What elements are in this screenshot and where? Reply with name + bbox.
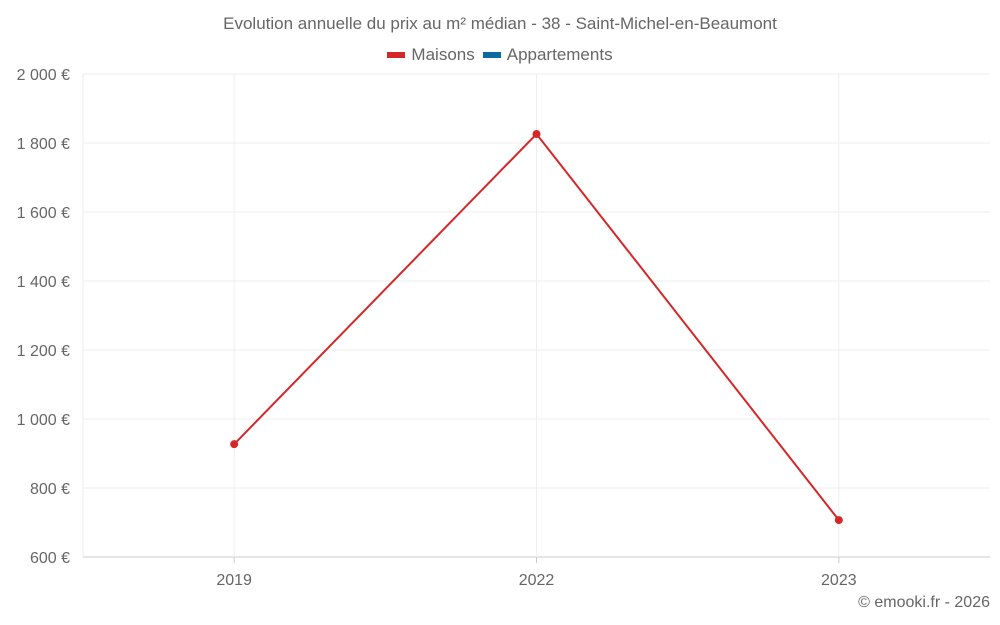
legend: Maisons Appartements [0, 45, 1000, 65]
y-tick-label: 2 000 € [17, 67, 70, 84]
y-tick-label: 1 200 € [17, 343, 70, 360]
y-tick-label: 800 € [30, 481, 70, 498]
legend-item-appartements[interactable]: Appartements [482, 45, 613, 65]
y-tick-label: 1 400 € [17, 274, 70, 291]
chart-title: Evolution annuelle du prix au m² médian … [223, 14, 777, 33]
legend-item-maisons[interactable]: Maisons [387, 45, 475, 65]
data-point [532, 130, 541, 139]
legend-label: Appartements [506, 45, 613, 64]
legend-label: Maisons [411, 45, 475, 64]
legend-swatch-maisons [387, 52, 406, 58]
y-tick-label: 1 800 € [17, 136, 70, 153]
x-tick-label: 2022 [519, 572, 555, 589]
data-point [230, 440, 239, 449]
y-tick-label: 1 000 € [17, 412, 70, 429]
y-tick-label: 600 € [30, 550, 70, 567]
y-tick-label: 1 600 € [17, 205, 70, 222]
data-point [834, 516, 843, 525]
x-tick-label: 2023 [821, 572, 857, 589]
legend-swatch-appartements [482, 52, 501, 58]
x-tick-label: 2019 [216, 572, 252, 589]
credit: © emooki.fr - 2026 [858, 594, 990, 611]
